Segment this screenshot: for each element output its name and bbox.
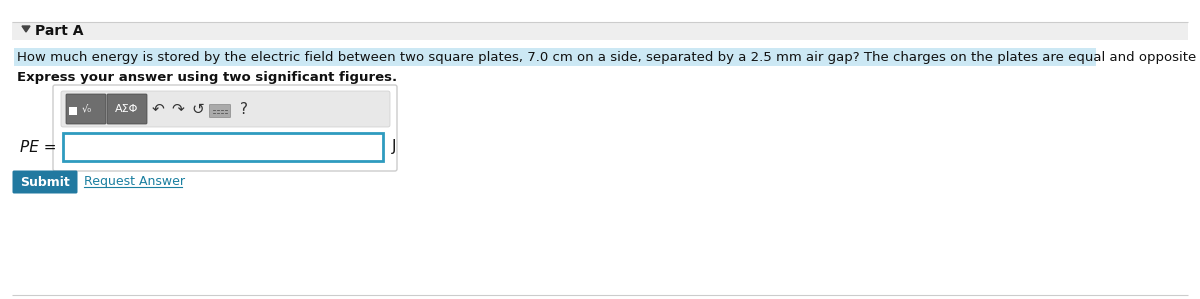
Text: √₀: √₀ <box>82 103 92 114</box>
FancyBboxPatch shape <box>70 107 77 115</box>
FancyBboxPatch shape <box>210 104 230 118</box>
Text: Request Answer: Request Answer <box>84 176 185 188</box>
Text: ΑΣΦ: ΑΣΦ <box>115 104 139 114</box>
FancyBboxPatch shape <box>14 48 1096 66</box>
Text: Submit: Submit <box>20 176 70 188</box>
FancyBboxPatch shape <box>53 85 397 171</box>
Text: ?: ? <box>240 101 248 117</box>
FancyBboxPatch shape <box>64 133 383 161</box>
Text: ↺: ↺ <box>192 101 204 117</box>
FancyBboxPatch shape <box>107 94 148 124</box>
Text: ↷: ↷ <box>172 101 185 117</box>
Text: ↶: ↶ <box>151 101 164 117</box>
Text: PE =: PE = <box>20 140 58 155</box>
Text: J: J <box>392 140 396 155</box>
Text: Express your answer using two significant figures.: Express your answer using two significan… <box>17 71 397 85</box>
FancyBboxPatch shape <box>61 91 390 127</box>
Text: Part A: Part A <box>35 24 84 38</box>
FancyBboxPatch shape <box>12 22 1188 40</box>
FancyBboxPatch shape <box>66 94 106 124</box>
Text: How much energy is stored by the electric field between two square plates, 7.0 c: How much energy is stored by the electri… <box>17 51 1200 63</box>
FancyBboxPatch shape <box>12 170 78 193</box>
Polygon shape <box>22 26 30 32</box>
